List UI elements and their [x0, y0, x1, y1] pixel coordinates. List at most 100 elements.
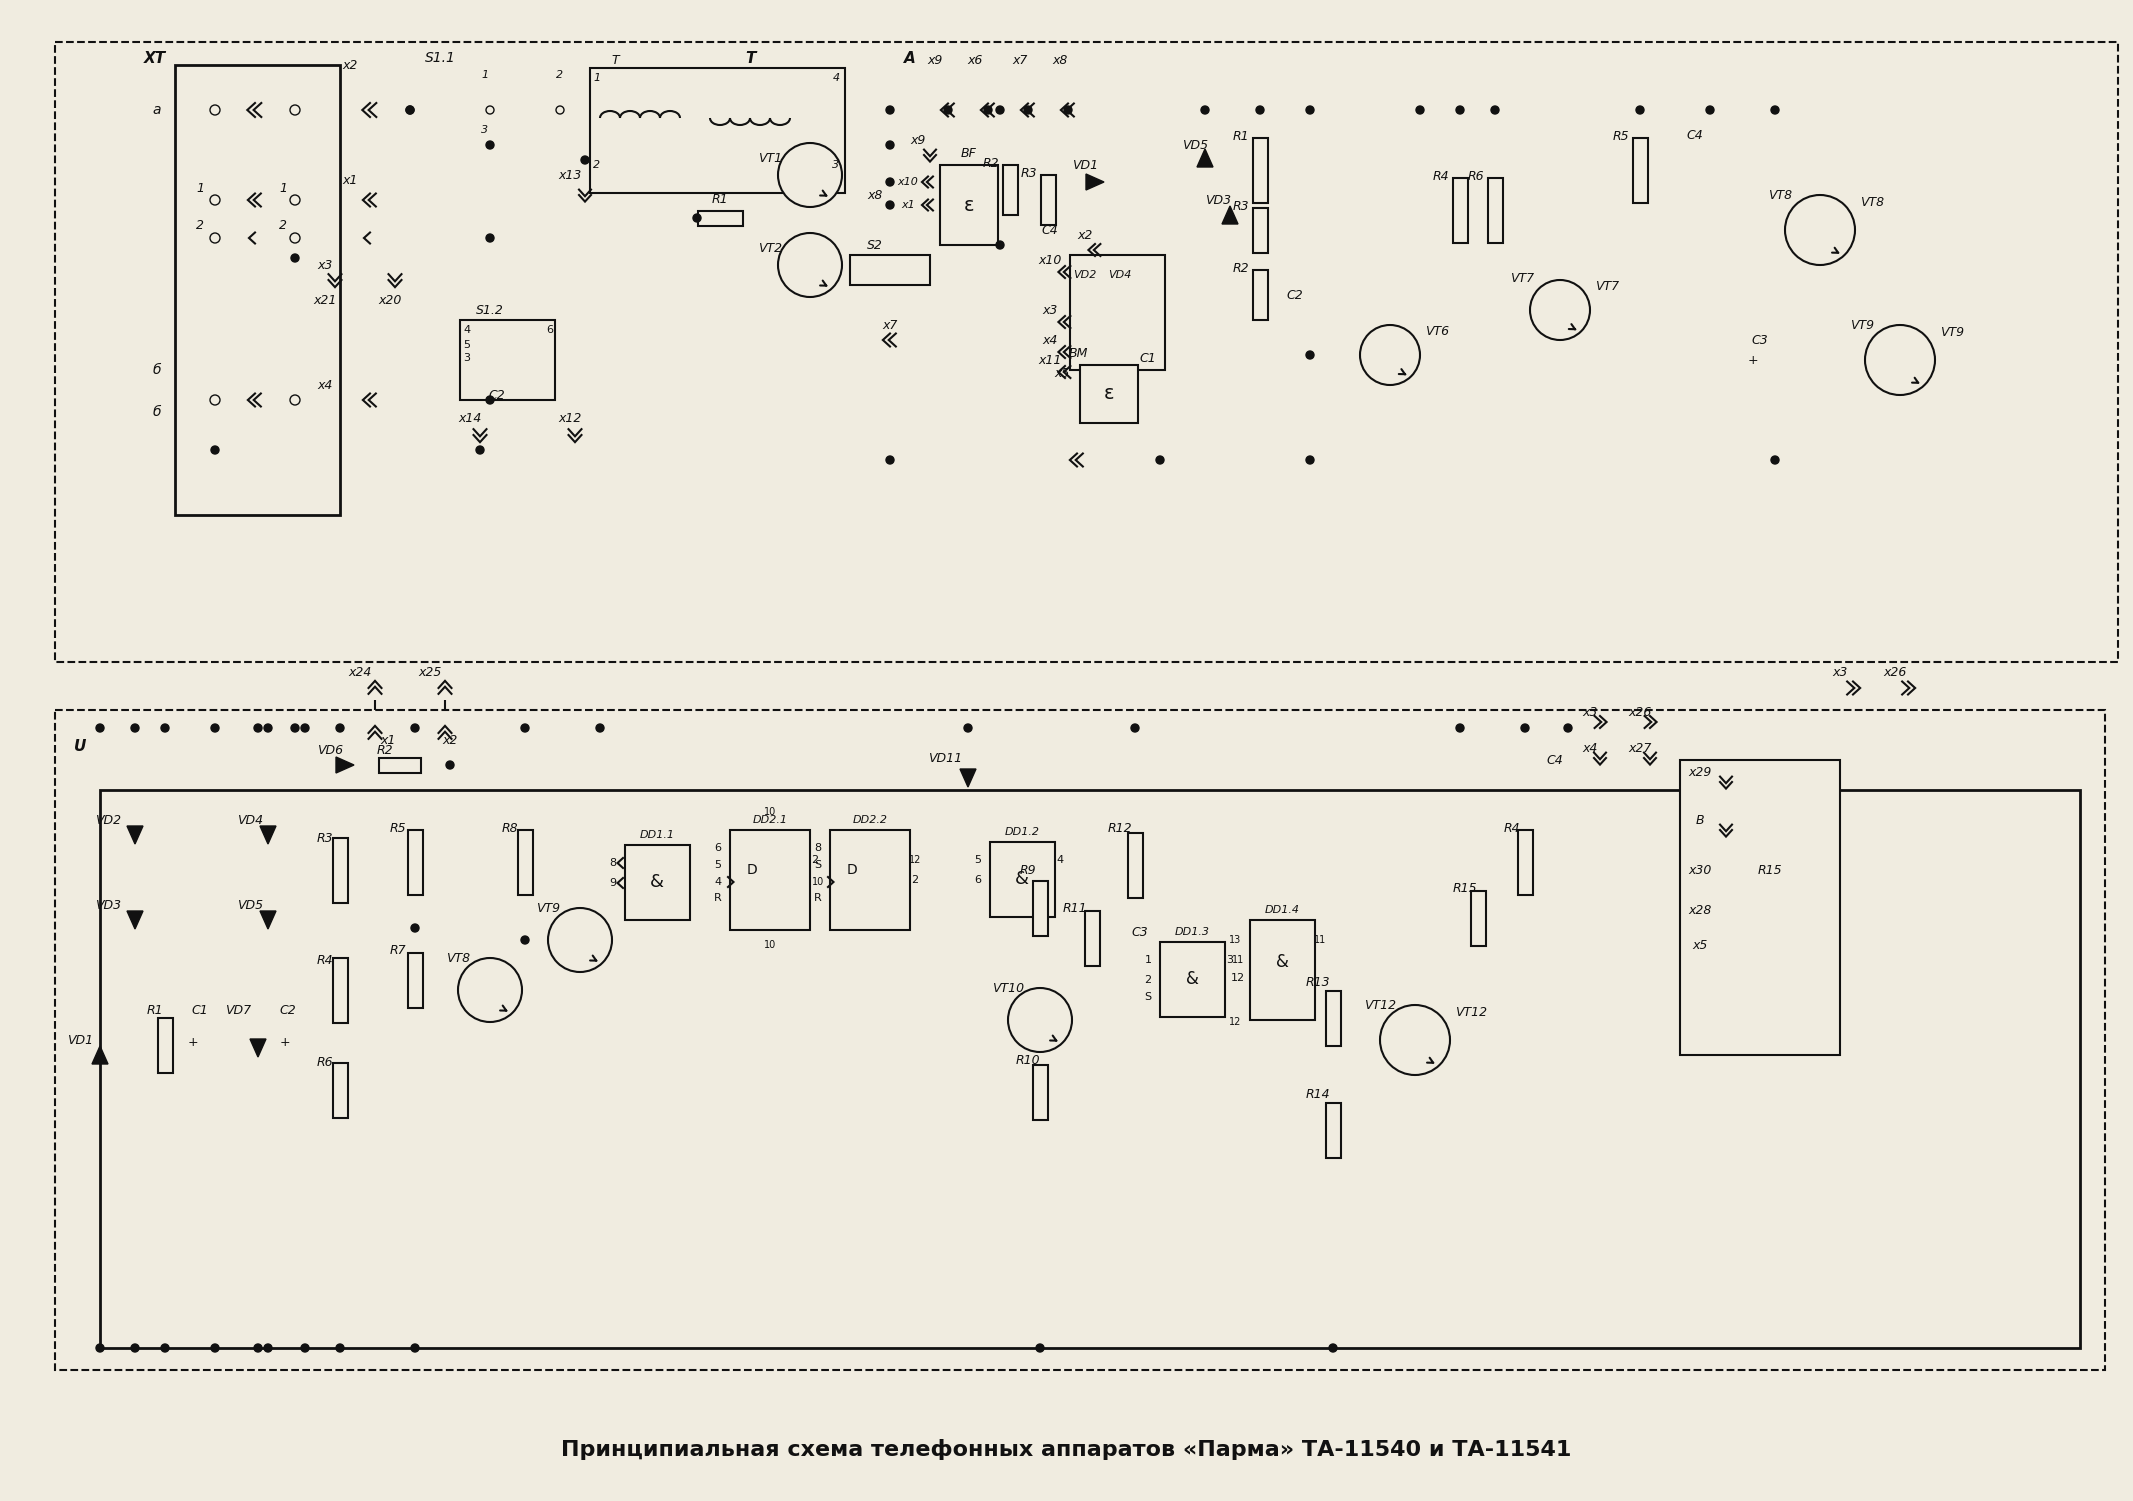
Text: 5: 5 [975, 856, 981, 865]
Circle shape [1706, 107, 1715, 114]
Text: R5: R5 [1613, 129, 1630, 143]
Text: 1: 1 [593, 74, 602, 83]
Text: C2: C2 [1286, 288, 1303, 302]
Text: а: а [154, 104, 162, 117]
Text: VD2: VD2 [1073, 270, 1096, 281]
Text: VT8: VT8 [446, 952, 469, 965]
Text: R2: R2 [983, 158, 1000, 170]
Text: +: + [1747, 354, 1758, 366]
Text: х6: х6 [966, 54, 983, 66]
Polygon shape [250, 1039, 267, 1057]
Text: х1: х1 [341, 174, 358, 186]
Text: 4: 4 [1056, 856, 1064, 865]
Text: VT8: VT8 [1860, 195, 1883, 209]
Bar [100, 790, 2080, 1348]
Text: +: + [279, 1036, 290, 1049]
Text: В: В [1696, 814, 1704, 827]
Text: 3: 3 [482, 125, 488, 135]
Circle shape [412, 1343, 418, 1352]
Text: VD4: VD4 [1109, 270, 1133, 281]
Text: VT7: VT7 [1595, 279, 1619, 293]
Circle shape [405, 107, 414, 114]
Circle shape [1156, 456, 1165, 464]
Circle shape [520, 723, 529, 732]
Text: 3: 3 [832, 161, 840, 170]
Text: 2: 2 [1145, 976, 1152, 985]
Text: 8: 8 [815, 844, 821, 853]
Text: х9: х9 [911, 134, 926, 147]
Text: VD2: VD2 [96, 814, 122, 827]
Text: R2: R2 [378, 743, 392, 757]
Text: 8: 8 [610, 859, 616, 868]
Text: х27: х27 [1627, 741, 1651, 755]
Text: DD1.3: DD1.3 [1175, 928, 1209, 937]
Text: 13: 13 [1229, 935, 1241, 946]
Text: R3: R3 [1022, 167, 1037, 180]
Circle shape [983, 107, 992, 114]
Circle shape [885, 456, 894, 464]
Text: 11: 11 [1233, 955, 1244, 965]
Text: VT9: VT9 [1849, 318, 1875, 332]
Circle shape [209, 233, 220, 243]
Text: S: S [815, 860, 821, 871]
Bar [1079, 365, 1139, 423]
Circle shape [290, 233, 301, 243]
Text: 1: 1 [1145, 955, 1152, 965]
Text: ХТ: ХТ [143, 51, 166, 66]
Circle shape [1457, 723, 1463, 732]
Text: х2: х2 [442, 734, 459, 746]
Circle shape [945, 107, 951, 114]
Text: х14: х14 [459, 411, 482, 425]
Text: х4: х4 [1583, 741, 1598, 755]
Bar [1252, 270, 1267, 320]
Text: C3: C3 [1751, 333, 1768, 347]
Text: S1.1: S1.1 [424, 51, 456, 65]
Circle shape [693, 215, 702, 222]
Polygon shape [337, 757, 354, 773]
Text: R3: R3 [1233, 200, 1250, 213]
Circle shape [486, 234, 495, 242]
Text: х5: х5 [1691, 938, 1709, 952]
Text: 2: 2 [196, 219, 205, 231]
Circle shape [301, 723, 309, 732]
Text: 6: 6 [975, 875, 981, 886]
Circle shape [557, 107, 563, 114]
Circle shape [1201, 107, 1209, 114]
Text: 3: 3 [1226, 955, 1233, 965]
Bar [175, 65, 339, 515]
Text: 4: 4 [832, 74, 840, 83]
Circle shape [779, 143, 843, 207]
Circle shape [486, 396, 495, 404]
Text: х10: х10 [1039, 254, 1062, 267]
Text: C4: C4 [1041, 224, 1058, 237]
Text: х21: х21 [314, 294, 337, 306]
Text: VT8: VT8 [1768, 189, 1792, 201]
Text: D: D [847, 863, 857, 877]
Bar [333, 958, 348, 1022]
Text: х11: х11 [1039, 354, 1062, 366]
Bar [518, 830, 533, 895]
Text: R7: R7 [390, 944, 405, 956]
Bar [1003, 165, 1017, 215]
Text: 1: 1 [196, 182, 205, 195]
Bar [1128, 833, 1143, 898]
Bar [849, 255, 930, 285]
Text: C2: C2 [488, 389, 506, 401]
Text: C2: C2 [279, 1004, 296, 1016]
Circle shape [996, 107, 1005, 114]
Circle shape [1024, 107, 1032, 114]
Text: &: & [1276, 953, 1288, 971]
Text: 2: 2 [593, 161, 602, 170]
Text: R1: R1 [147, 1004, 164, 1016]
Circle shape [1563, 723, 1572, 732]
Bar [1252, 138, 1267, 203]
Text: ε: ε [964, 195, 975, 215]
Bar [1681, 760, 1841, 1055]
Circle shape [1491, 107, 1499, 114]
Text: VT9: VT9 [535, 902, 561, 914]
Bar [407, 953, 422, 1007]
Text: 2: 2 [557, 71, 563, 80]
Text: C1: C1 [1139, 351, 1156, 365]
Circle shape [486, 107, 495, 114]
Text: х10: х10 [898, 177, 919, 188]
